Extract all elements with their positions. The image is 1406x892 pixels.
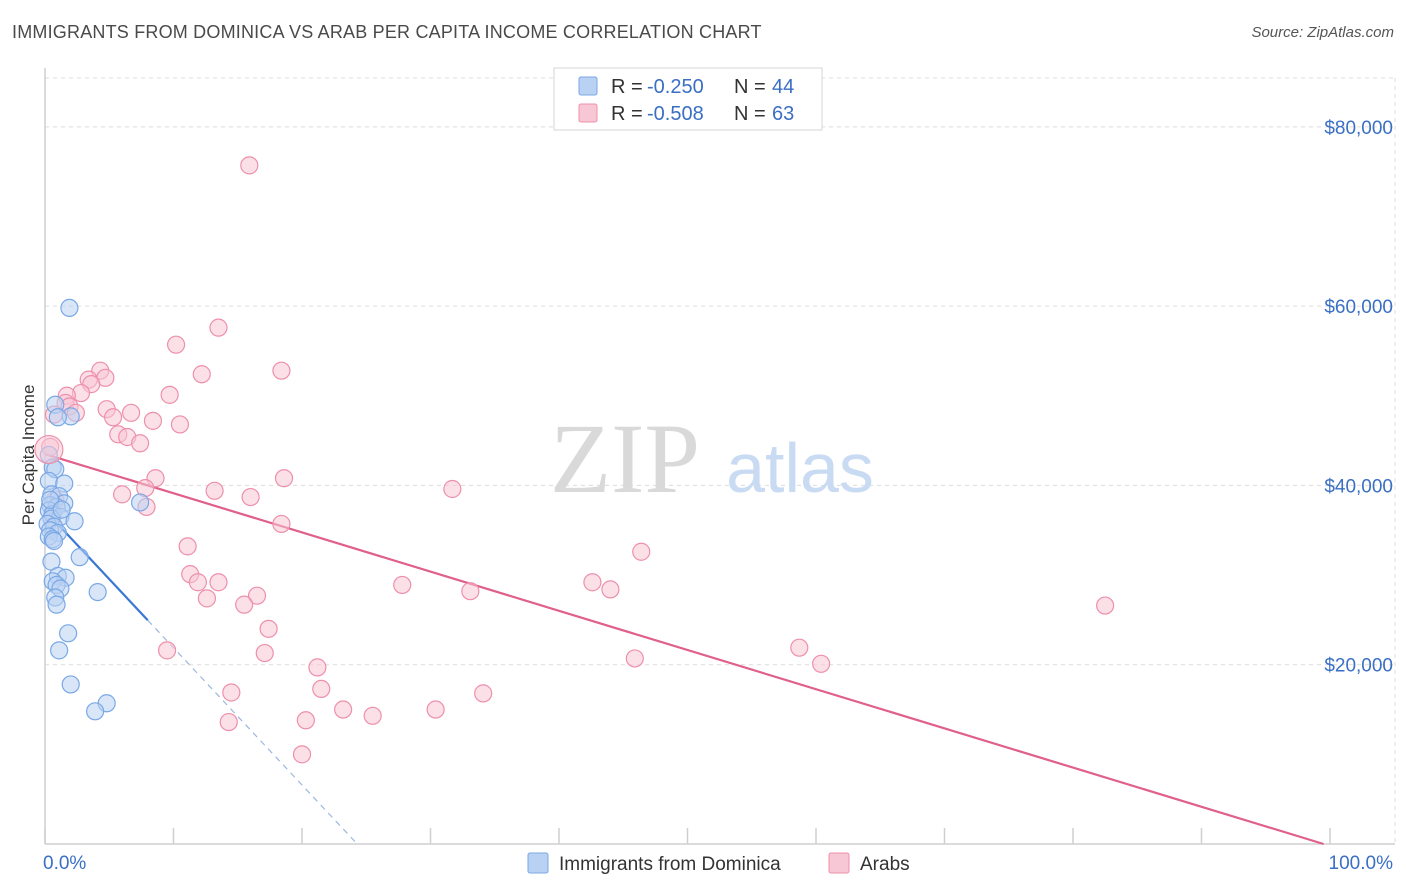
series-legend-swatch-dominica xyxy=(527,852,549,874)
data-point-dominica xyxy=(61,675,80,694)
data-point-arabs xyxy=(104,408,123,427)
data-point-dominica xyxy=(59,624,78,643)
stats-legend: R = -0.250 N = 44 R = -0.508 N = 63 xyxy=(553,67,823,131)
x-tick-label-start: 0.0% xyxy=(43,853,86,874)
data-point-dominica xyxy=(86,702,105,721)
data-point-dominica xyxy=(41,490,60,509)
legend-swatch-pink xyxy=(578,103,598,123)
y-tick-label: $40,000 xyxy=(1324,476,1393,497)
data-point-arabs xyxy=(255,643,274,663)
data-point-arabs xyxy=(308,658,327,677)
data-point-arabs xyxy=(188,573,208,592)
y-axis-label: Per Capita Income xyxy=(19,385,38,526)
data-point-arabs xyxy=(259,619,278,638)
data-point-arabs xyxy=(625,649,644,668)
data-point-arabs-large xyxy=(34,434,64,465)
data-point-arabs xyxy=(247,586,267,605)
trend-line-dominica-extension xyxy=(147,619,358,845)
axes xyxy=(44,68,1395,845)
data-point-arabs xyxy=(240,156,259,175)
data-point-dominica xyxy=(88,582,107,602)
data-point-arabs xyxy=(474,684,493,703)
data-points xyxy=(34,156,1115,764)
legend-n-value-blue: 44 xyxy=(772,76,794,98)
data-point-arabs xyxy=(143,411,163,430)
data-point-dominica xyxy=(44,531,64,551)
data-point-arabs xyxy=(170,415,190,434)
data-point-arabs xyxy=(209,318,228,337)
data-point-dominica xyxy=(48,408,67,427)
data-point-arabs xyxy=(443,479,462,499)
series-legend: Immigrants from Dominica Arabs xyxy=(527,852,910,875)
legend-r-value-blue: -0.250 xyxy=(647,76,704,98)
data-point-arabs xyxy=(1096,596,1115,615)
tick-labels: $20,000 $40,000 $60,000 $80,000 0.0% 100.0% xyxy=(43,118,1393,874)
series-legend-swatch-arabs xyxy=(828,852,850,874)
chart-title: IMMIGRANTS FROM DOMINICA VS ARAB PER CAP… xyxy=(12,22,762,42)
data-point-arabs xyxy=(363,706,382,725)
data-point-arabs xyxy=(272,514,291,534)
data-point-dominica xyxy=(60,298,79,318)
data-point-arabs xyxy=(583,573,602,592)
data-point-arabs xyxy=(296,711,315,730)
data-point-arabs xyxy=(274,469,294,488)
data-point-arabs xyxy=(157,641,177,660)
legend-swatch-blue xyxy=(578,76,598,96)
data-point-arabs xyxy=(197,589,217,608)
watermark-zip: ZIP xyxy=(550,403,700,514)
y-tick-label: $60,000 xyxy=(1324,297,1393,318)
legend-n-label-pink: N = xyxy=(734,103,766,125)
data-point-arabs xyxy=(166,335,186,354)
data-point-arabs xyxy=(461,582,480,601)
data-point-dominica xyxy=(130,493,150,512)
trend-line-arabs xyxy=(44,452,1324,846)
data-point-dominica xyxy=(52,500,71,519)
x-tick-label-end: 100.0% xyxy=(1329,853,1394,874)
data-point-arabs xyxy=(790,638,809,657)
data-point-arabs xyxy=(235,595,254,614)
data-point-arabs xyxy=(272,361,291,380)
y-tick-label: $20,000 xyxy=(1324,656,1393,677)
data-point-arabs xyxy=(393,575,412,595)
source-credit: Source: ZipAtlas.com xyxy=(1251,24,1394,41)
y-tick-label: $80,000 xyxy=(1324,118,1393,139)
legend-r-value-pink: -0.508 xyxy=(647,103,704,125)
data-point-dominica xyxy=(50,641,69,660)
stats-legend-frame xyxy=(553,67,823,131)
data-point-arabs xyxy=(222,683,241,702)
data-point-arabs xyxy=(121,403,141,422)
data-point-arabs xyxy=(112,485,132,504)
legend-r-label-pink: R = xyxy=(611,103,643,125)
series-legend-label-arabs: Arabs xyxy=(860,854,910,875)
legend-r-label-blue: R = xyxy=(611,76,643,98)
legend-n-label-blue: N = xyxy=(734,76,766,98)
data-point-dominica xyxy=(70,548,89,567)
series-legend-label-dominica: Immigrants from Dominica xyxy=(559,854,781,875)
data-point-arabs xyxy=(334,700,353,719)
data-point-arabs xyxy=(205,481,224,500)
grid-lines xyxy=(45,77,1396,844)
legend-n-value-pink: 63 xyxy=(772,103,794,125)
data-point-arabs xyxy=(292,745,312,764)
data-point-arabs xyxy=(209,573,228,592)
data-point-arabs xyxy=(178,537,197,556)
data-point-arabs xyxy=(130,434,150,453)
data-point-arabs xyxy=(241,487,260,507)
data-point-arabs xyxy=(426,700,445,719)
data-point-arabs xyxy=(192,365,211,384)
data-point-arabs xyxy=(632,542,651,561)
data-point-dominica xyxy=(47,595,66,614)
data-point-arabs xyxy=(601,580,620,599)
data-point-arabs xyxy=(312,679,331,699)
data-point-dominica xyxy=(65,512,84,531)
watermark-atlas: atlas xyxy=(726,429,874,507)
data-point-arabs xyxy=(812,654,831,673)
data-point-arabs xyxy=(160,385,179,404)
data-point-arabs xyxy=(219,712,238,732)
